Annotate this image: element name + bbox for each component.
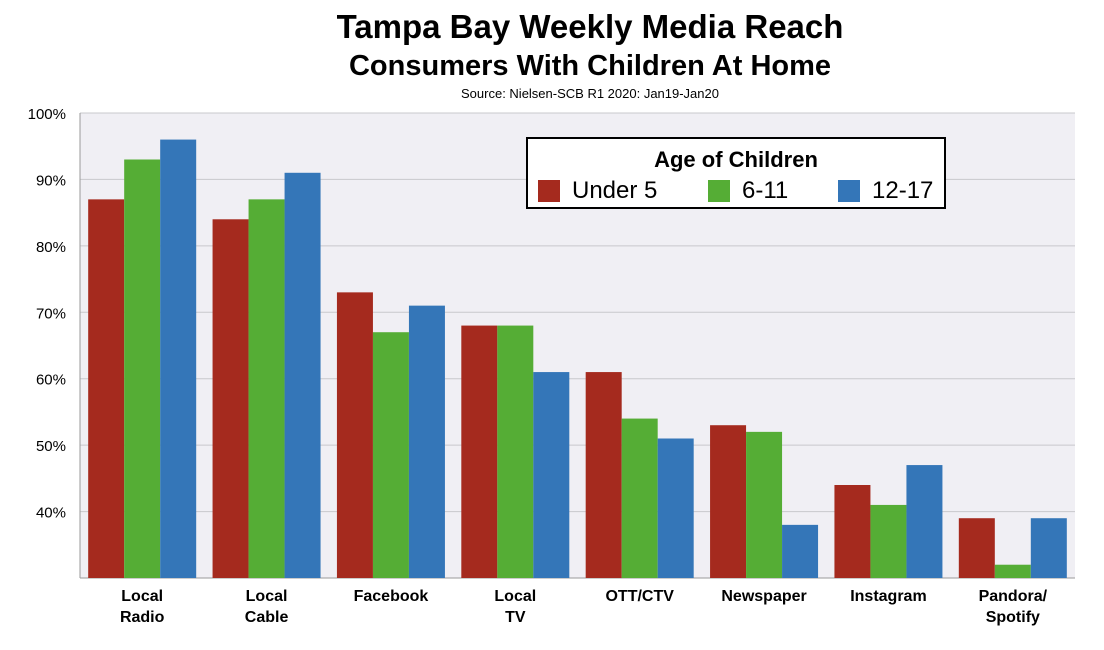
y-tick-label: 70% bbox=[36, 305, 66, 322]
bar bbox=[497, 325, 534, 578]
y-tick-label: 90% bbox=[36, 172, 66, 189]
bar bbox=[746, 431, 783, 578]
bar bbox=[710, 425, 747, 578]
bar bbox=[372, 332, 409, 578]
x-tick-label: Facebook bbox=[354, 588, 429, 605]
bar bbox=[834, 485, 871, 578]
y-tick-label: 80% bbox=[36, 239, 66, 256]
x-tick-label: Instagram bbox=[850, 588, 926, 605]
legend-title: Age of Children bbox=[654, 147, 818, 172]
x-tick-label: Newspaper bbox=[721, 588, 806, 605]
bar bbox=[958, 518, 995, 578]
bar bbox=[88, 199, 125, 578]
x-tick-label: Local bbox=[121, 588, 163, 605]
chart-title: Tampa Bay Weekly Media Reach bbox=[336, 8, 844, 45]
x-tick-label: Local bbox=[246, 588, 288, 605]
y-tick-label: 50% bbox=[36, 438, 66, 455]
x-tick-label: Spotify bbox=[986, 609, 1040, 626]
bar bbox=[621, 418, 658, 578]
x-tick-label: TV bbox=[505, 609, 526, 626]
legend-item-6-11: 6-11 bbox=[708, 177, 788, 205]
x-tick-label: OTT/CTV bbox=[605, 588, 674, 605]
y-tick-label: 100% bbox=[28, 106, 66, 123]
legend-label-6-11: 6-11 bbox=[742, 177, 789, 204]
x-tick-label: Radio bbox=[120, 609, 165, 626]
bar bbox=[1030, 518, 1067, 578]
legend: Age of Children Under 5 6-11 12-17 bbox=[526, 137, 946, 209]
legend-label-under-5: Under 5 bbox=[572, 177, 658, 204]
chart-subtitle: Consumers With Children At Home bbox=[348, 50, 832, 82]
bar bbox=[994, 564, 1031, 578]
bar bbox=[212, 219, 249, 579]
x-tick-label: Cable bbox=[245, 609, 289, 626]
legend-swatch-6-11 bbox=[708, 180, 730, 202]
bar bbox=[248, 199, 285, 578]
bar bbox=[657, 438, 694, 578]
bar bbox=[533, 372, 570, 578]
legend-item-under-5: Under 5 bbox=[538, 177, 657, 205]
bar bbox=[782, 524, 819, 578]
legend-label-12-17: 12-17 bbox=[872, 177, 934, 204]
legend-swatch-under-5 bbox=[538, 180, 560, 202]
bar bbox=[461, 325, 498, 578]
x-tick-label: Local bbox=[494, 588, 536, 605]
y-tick-label: 60% bbox=[36, 372, 66, 389]
bar bbox=[585, 372, 622, 578]
bar bbox=[870, 504, 907, 578]
bar bbox=[160, 139, 197, 579]
bar bbox=[336, 292, 373, 578]
bar bbox=[124, 159, 161, 578]
bar bbox=[284, 172, 321, 579]
x-tick-label: Pandora/ bbox=[979, 588, 1048, 605]
bar bbox=[408, 305, 445, 578]
bar bbox=[906, 465, 943, 578]
legend-swatch-12-17 bbox=[838, 180, 860, 202]
chart-source: Source: Nielsen-SCB R1 2020: Jan19-Jan20 bbox=[461, 86, 719, 101]
legend-item-12-17: 12-17 bbox=[838, 177, 933, 205]
y-tick-label: 40% bbox=[36, 505, 66, 522]
